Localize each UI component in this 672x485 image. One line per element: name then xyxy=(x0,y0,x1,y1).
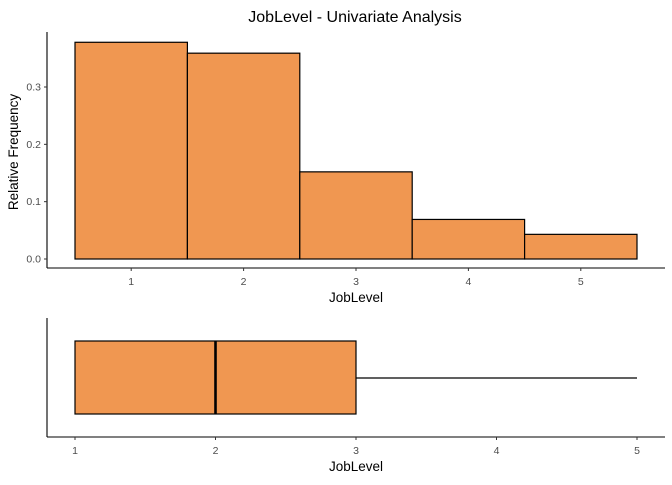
histogram-bar-1 xyxy=(74,41,189,260)
boxplot-panel: 1 2 3 4 5 JobLevel xyxy=(46,318,665,474)
histogram-y-tick-label: 0.1 xyxy=(26,196,41,208)
histogram-y-tick-label: 0.0 xyxy=(26,254,41,266)
histogram-panel: 0.0 0.1 0.2 0.3 1 2 3 4 5 JobLevel Relative Fre… xyxy=(6,32,665,305)
histogram-bar-4 xyxy=(411,218,526,260)
boxplot-x-tick-label: 2 xyxy=(213,445,219,457)
histogram-y-ticks: 0.0 0.1 0.2 0.3 xyxy=(26,82,47,266)
histogram-bar-3 xyxy=(299,171,413,260)
histogram-x-tick-label: 3 xyxy=(353,276,359,288)
boxplot-x-axis-title: JobLevel xyxy=(329,459,383,474)
boxplot-x-ticks: 1 2 3 4 5 xyxy=(72,437,640,457)
histogram-x-tick-label: 1 xyxy=(128,276,134,288)
histogram-x-axis-title: JobLevel xyxy=(329,290,383,305)
histogram-x-ticks: 1 2 3 4 5 xyxy=(128,268,584,288)
histogram-y-axis-title: Relative Frequency xyxy=(6,94,21,211)
boxplot-x-tick-label: 3 xyxy=(353,445,359,457)
histogram-y-tick-label: 0.3 xyxy=(26,82,41,94)
boxplot-marks xyxy=(74,340,637,415)
histogram-x-tick-label: 4 xyxy=(465,276,471,288)
boxplot-x-tick-label: 1 xyxy=(72,445,78,457)
histogram-y-tick-label: 0.2 xyxy=(26,139,41,151)
histogram-bar-5 xyxy=(523,233,638,260)
boxplot-x-tick-label: 5 xyxy=(634,445,640,457)
chart-title: JobLevel - Univariate Analysis xyxy=(248,9,461,26)
histogram-x-tick-label: 5 xyxy=(578,276,584,288)
boxplot-x-tick-label: 4 xyxy=(494,445,500,457)
histogram-x-tick-label: 2 xyxy=(241,276,247,288)
histogram-bars xyxy=(74,41,638,260)
histogram-bar-2 xyxy=(186,52,301,260)
